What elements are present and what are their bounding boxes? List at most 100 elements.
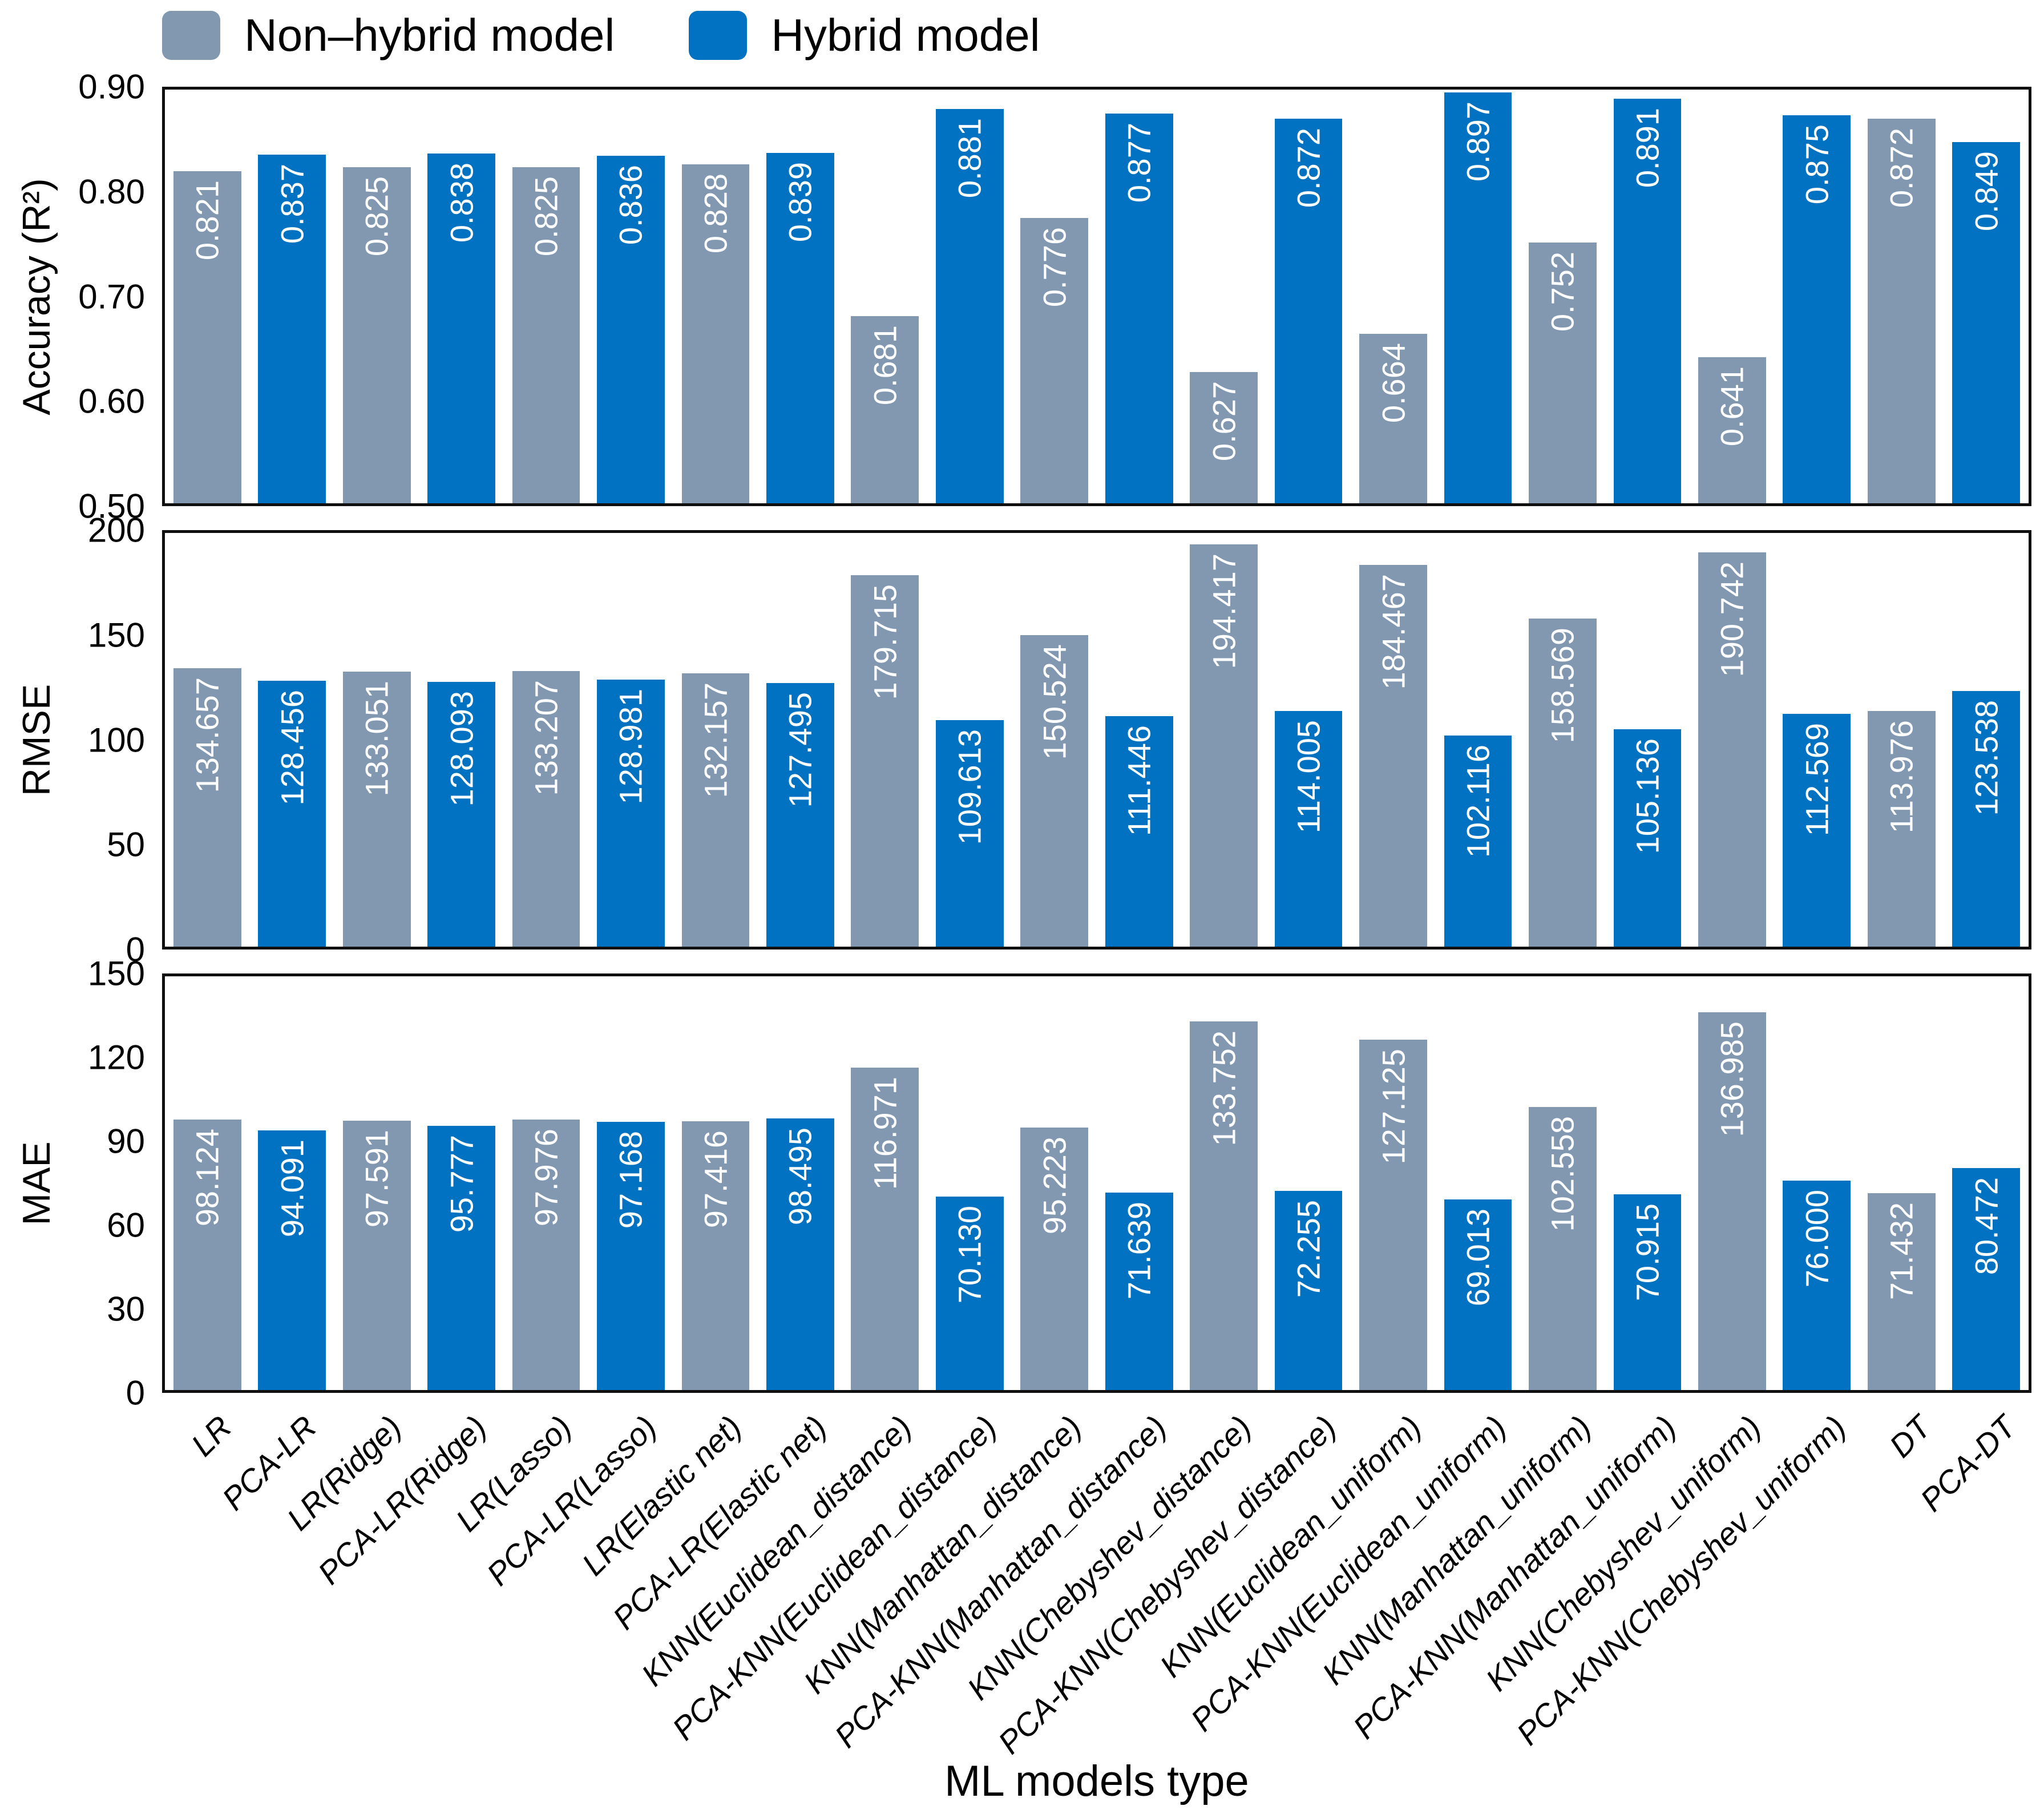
bar-slot: 123.538 xyxy=(1944,533,2029,947)
bar-KNN(Manhattan_distance): 95.223 xyxy=(1020,1127,1089,1390)
panels: Accuracy (R²) 0.50 0.60 0.70 0.80 0.90 0.821… xyxy=(0,68,2044,1417)
bar-value-label: 71.432 xyxy=(1883,1202,1920,1300)
bar-LR(Lasso): 133.207 xyxy=(512,671,580,947)
bar-value-label: 0.838 xyxy=(443,163,480,243)
bar-value-label: 158.569 xyxy=(1544,628,1581,744)
y-tick-label: 200 xyxy=(87,511,145,550)
bar-LR(Lasso): 97.976 xyxy=(512,1120,580,1390)
bar-value-label: 128.981 xyxy=(612,689,649,805)
bar-slot: 0.897 xyxy=(1436,90,1520,503)
bar-LR(Elastic net): 97.416 xyxy=(681,1121,750,1390)
bar-LR(Ridge): 0.825 xyxy=(342,167,411,503)
bar-PCA-LR(Ridge): 0.838 xyxy=(427,153,495,503)
bar-value-label: 127.495 xyxy=(782,692,818,808)
bar-PCA-KNN(Manhattan_distance): 111.446 xyxy=(1105,716,1173,947)
bar-KNN(Euclidean_uniform): 127.125 xyxy=(1359,1039,1427,1390)
bar-slot: 97.416 xyxy=(673,976,758,1390)
bar-value-label: 133.051 xyxy=(358,680,395,797)
bar-KNN(Chebyshev_distance): 133.752 xyxy=(1190,1021,1258,1390)
bar-slot: 0.875 xyxy=(1775,90,1859,503)
bar-LR(Elastic net): 132.157 xyxy=(681,673,750,947)
bar-slot: 97.168 xyxy=(588,976,673,1390)
y-tick-label: 0.90 xyxy=(78,67,145,106)
bar-value-label: 0.828 xyxy=(697,173,734,253)
bar-PCA-LR: 0.837 xyxy=(258,155,326,503)
bar-PCA-LR(Elastic net): 127.495 xyxy=(766,682,834,947)
bar-PCA-KNN(Manhattan_distance): 71.639 xyxy=(1105,1192,1173,1390)
bar-value-label: 102.558 xyxy=(1544,1116,1581,1232)
legend-swatch-hybrid-icon xyxy=(689,11,748,60)
bar-slot: 133.752 xyxy=(1181,976,1266,1390)
bar-value-label: 0.821 xyxy=(189,180,225,261)
y-tick-label: 100 xyxy=(87,721,145,759)
y-tick-label: 120 xyxy=(87,1038,145,1077)
bar-slot: 127.495 xyxy=(758,533,842,947)
bar-DT: 113.976 xyxy=(1867,710,1936,947)
bar-LR: 0.821 xyxy=(173,171,241,503)
bar-slot: 0.641 xyxy=(1690,90,1774,503)
bar-PCA-LR(Lasso): 0.836 xyxy=(597,156,665,503)
bar-slot: 136.985 xyxy=(1690,976,1774,1390)
bar-slot: 0.872 xyxy=(1859,90,1944,503)
bar-slot: 0.752 xyxy=(1520,90,1605,503)
bar-value-label: 95.223 xyxy=(1036,1136,1073,1235)
bar-slot: 150.524 xyxy=(1012,533,1097,947)
bar-slot: 69.013 xyxy=(1436,976,1520,1390)
bar-slot: 98.124 xyxy=(165,976,249,1390)
bar-KNN(Chebyshev_uniform): 0.641 xyxy=(1698,357,1766,503)
bar-slot: 0.825 xyxy=(334,90,419,503)
bar-PCA-KNN(Euclidean_uniform): 69.013 xyxy=(1444,1199,1512,1390)
bar-PCA-KNN(Chebyshev_uniform): 112.569 xyxy=(1783,713,1851,947)
bar-PCA-KNN(Euclidean_uniform): 102.116 xyxy=(1444,735,1512,947)
y-tick-label: 0 xyxy=(126,930,145,969)
bar-PCA-KNN(Manhattan_uniform): 0.891 xyxy=(1613,99,1682,503)
bar-slot: 113.976 xyxy=(1859,533,1944,947)
bar-slot: 0.872 xyxy=(1266,90,1351,503)
bar-LR: 98.124 xyxy=(173,1119,241,1390)
bar-slot: 0.681 xyxy=(843,90,927,503)
legend-item-hybrid: Hybrid model xyxy=(689,9,1040,62)
bar-value-label: 97.976 xyxy=(528,1129,564,1227)
bar-value-label: 97.591 xyxy=(358,1130,395,1228)
y-tick-label: 0.60 xyxy=(78,382,145,421)
bar-KNN(Manhattan_distance): 0.776 xyxy=(1020,217,1089,503)
y-tick-label: 30 xyxy=(107,1290,145,1328)
bar-value-label: 0.664 xyxy=(1375,342,1412,423)
bar-slot: 102.116 xyxy=(1436,533,1520,947)
y-tick-label: 0.70 xyxy=(78,277,145,316)
bar-slot: 95.777 xyxy=(419,976,503,1390)
bar-KNN(Euclidean_uniform): 184.467 xyxy=(1359,565,1427,947)
panel-rmse: RMSE 0 50 100 150 200 134.657 128.456 133.051 1… xyxy=(0,511,2044,969)
bar-DT: 71.432 xyxy=(1867,1193,1936,1390)
bar-value-label: 128.093 xyxy=(443,690,480,807)
bar-PCA-LR(Ridge): 128.093 xyxy=(427,681,495,947)
bar-slot: 133.051 xyxy=(334,533,419,947)
bar-slot: 71.432 xyxy=(1859,976,1944,1390)
bar-value-label: 150.524 xyxy=(1036,644,1073,760)
bar-LR(Elastic net): 0.828 xyxy=(681,164,750,503)
bar-value-label: 0.641 xyxy=(1714,366,1750,447)
bar-value-label: 98.124 xyxy=(189,1128,225,1227)
bar-slot: 128.456 xyxy=(249,533,334,947)
bar-PCA-KNN(Manhattan_uniform): 105.136 xyxy=(1613,729,1682,947)
bar-value-label: 70.915 xyxy=(1629,1203,1666,1302)
bar-LR(Ridge): 133.051 xyxy=(342,671,411,947)
bar-value-label: 69.013 xyxy=(1460,1209,1496,1307)
bar-slot: 194.417 xyxy=(1181,533,1266,947)
bar-value-label: 132.157 xyxy=(697,682,734,798)
bar-slot: 102.558 xyxy=(1520,976,1605,1390)
bar-DT: 0.872 xyxy=(1867,118,1936,503)
y-tick-label: 0 xyxy=(126,1373,145,1412)
bar-KNN(Euclidean_uniform): 0.664 xyxy=(1359,333,1427,503)
bar-slot: 158.569 xyxy=(1520,533,1605,947)
bar-PCA-KNN(Chebyshev_uniform): 0.875 xyxy=(1783,115,1851,503)
bar-KNN(Chebyshev_uniform): 136.985 xyxy=(1698,1012,1766,1390)
panel-mae: MAE 0 30 60 90 120 150 98.124 94.091 97.591 95.7… xyxy=(0,955,2044,1412)
y-tick-label: 90 xyxy=(107,1122,145,1161)
bar-PCA-LR: 128.456 xyxy=(258,681,326,947)
bar-KNN(Manhattan_distance): 150.524 xyxy=(1020,635,1089,947)
plot-area-rmse: 134.657 128.456 133.051 128.093 133.207 128.9… xyxy=(162,530,2031,950)
bar-value-label: 70.130 xyxy=(951,1206,988,1304)
bar-slot: 0.825 xyxy=(504,90,588,503)
bar-value-label: 0.881 xyxy=(951,118,988,199)
